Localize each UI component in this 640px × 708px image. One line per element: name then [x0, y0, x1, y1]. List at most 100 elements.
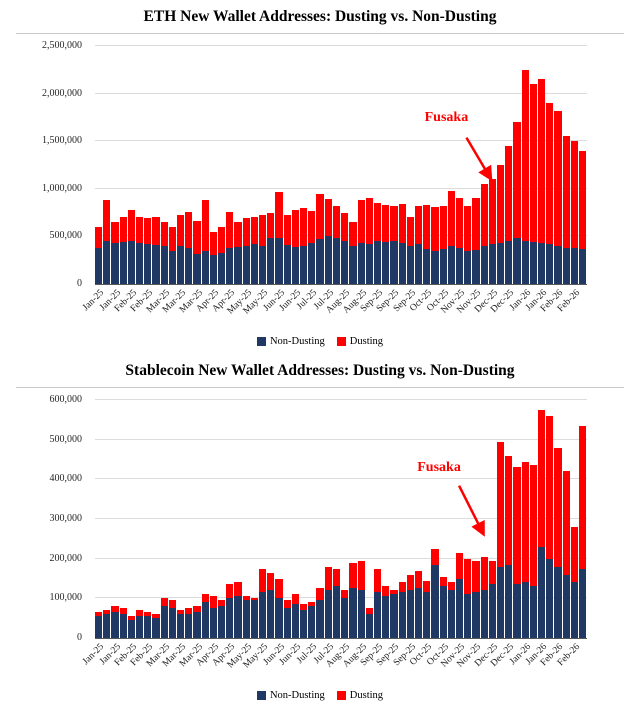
non-dusting-segment — [529, 586, 537, 638]
dusting-segment — [242, 218, 250, 246]
dusting-segment — [185, 608, 193, 615]
dusting-segment — [390, 590, 398, 595]
dusting-segment — [300, 604, 308, 611]
non-dusting-segment — [119, 242, 127, 284]
dusting-segment — [136, 217, 144, 244]
stacked-bar — [488, 400, 496, 638]
non-dusting-segment — [464, 250, 472, 284]
dusting-segment — [168, 600, 177, 609]
stacked-bar — [332, 46, 341, 284]
non-dusting-segment — [127, 241, 136, 284]
dusting-segment — [242, 596, 250, 601]
dusting-segment — [521, 69, 529, 242]
dusting-segment — [234, 582, 242, 597]
dusting-segment — [382, 586, 390, 597]
stacked-bar — [95, 46, 103, 284]
stacked-bar — [365, 400, 373, 638]
stacked-bar — [95, 400, 103, 638]
gridlines — [95, 45, 587, 284]
non-dusting-segment — [414, 588, 423, 638]
non-dusting-segment — [193, 253, 201, 284]
non-dusting-legend-label: Non-Dusting — [269, 690, 325, 701]
dusting-segment — [160, 222, 168, 246]
stacked-bar — [357, 400, 365, 638]
stacked-bar — [127, 46, 136, 284]
dusting-segment — [291, 594, 300, 605]
non-dusting-segment — [250, 600, 259, 638]
gridlines — [95, 399, 587, 638]
dusting-segment — [341, 590, 349, 599]
stacked-bar — [250, 46, 259, 284]
non-dusting-segment — [218, 252, 226, 284]
y-tick-label: 500,000 — [49, 230, 83, 242]
stacked-bar — [332, 400, 341, 638]
stacked-bar — [505, 46, 513, 284]
non-dusting-segment — [349, 588, 357, 638]
dusting-segment — [177, 610, 185, 615]
non-dusting-segment — [152, 618, 160, 638]
stacked-bar — [160, 46, 168, 284]
dusting-segment — [144, 612, 152, 617]
non-dusting-segment — [136, 616, 144, 638]
stacked-bar — [414, 46, 423, 284]
non-dusting-segment — [455, 247, 464, 284]
dusting-segment — [570, 141, 578, 248]
non-dusting-segment — [513, 584, 521, 638]
stacked-bar — [267, 400, 275, 638]
non-dusting-segment — [300, 610, 308, 638]
y-tick-label: 2,500,000 — [42, 40, 82, 51]
stacked-bar — [357, 46, 365, 284]
non-dusting-segment — [546, 244, 554, 284]
stacked-bar — [316, 400, 324, 638]
non-dusting-segment — [537, 546, 546, 638]
non-dusting-segment — [554, 566, 562, 638]
dusting-segment — [439, 205, 447, 249]
non-dusting-segment — [324, 236, 332, 284]
stacked-bar — [226, 400, 234, 638]
dusting-segment — [226, 584, 234, 599]
stacked-bar — [242, 46, 250, 284]
non-dusting-segment — [406, 590, 414, 638]
non-dusting-segment — [455, 578, 464, 638]
stacked-bar — [578, 46, 587, 284]
stacked-bar — [488, 46, 496, 284]
stacked-bar — [209, 400, 218, 638]
stacked-bar — [373, 400, 382, 638]
y-tick-label: 600,000 — [49, 394, 83, 405]
gridline — [95, 187, 587, 189]
dusting-segment — [160, 598, 168, 607]
stacked-bar — [324, 46, 332, 284]
dusting-segment — [447, 190, 455, 246]
stacked-bar — [447, 46, 455, 284]
dusting-legend-label: Dusting — [349, 690, 384, 701]
gridline — [95, 235, 587, 237]
non-dusting-segment — [357, 243, 365, 284]
non-dusting-segment — [144, 616, 152, 638]
dusting-segment — [521, 461, 529, 583]
non-dusting-legend-label: Non-Dusting — [269, 336, 325, 347]
non-dusting-segment — [201, 250, 209, 284]
stacked-bar — [119, 46, 127, 284]
non-dusting-segment — [218, 606, 226, 638]
y-tick-label: 400,000 — [49, 473, 83, 485]
dusting-segment — [529, 84, 537, 243]
non-dusting-swatch — [256, 691, 266, 700]
stacked-bar — [521, 400, 529, 638]
stacked-bar — [127, 400, 136, 638]
stacked-bar — [562, 46, 570, 284]
non-dusting-segment — [373, 241, 382, 284]
non-dusting-segment — [242, 600, 250, 638]
dusting-segment — [365, 198, 373, 245]
dusting-segment — [234, 222, 242, 247]
non-dusting-segment — [136, 243, 144, 284]
stacked-bar — [226, 46, 234, 284]
dusting-swatch — [336, 691, 346, 700]
dusting-segment — [480, 556, 488, 591]
stacked-bar — [341, 400, 349, 638]
non-dusting-segment — [431, 250, 439, 284]
dusting-segment — [455, 198, 464, 248]
dusting-segment — [283, 600, 291, 609]
dusting-segment — [95, 612, 103, 617]
dusting-segment — [152, 217, 160, 245]
chart-title: ETH New Wallet Addresses: Dusting vs. No… — [143, 8, 497, 25]
